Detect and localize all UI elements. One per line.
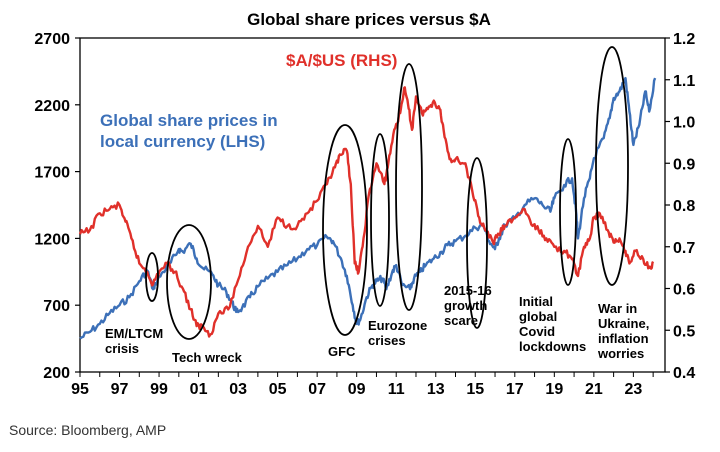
annotation-line: scare bbox=[444, 313, 478, 328]
annotation-line: GFC bbox=[328, 344, 356, 359]
x-tick-label: 09 bbox=[348, 381, 366, 398]
right-tick-label: 0.4 bbox=[673, 365, 695, 382]
chart-title: Global share prices versus $A bbox=[247, 10, 491, 29]
event-ellipse bbox=[370, 133, 390, 307]
legend-line: local currency (LHS) bbox=[100, 132, 265, 151]
right-tick-label: 0.8 bbox=[673, 198, 695, 215]
annotation-line: Tech wreck bbox=[172, 350, 243, 365]
right-tick-label: 0.6 bbox=[673, 282, 695, 299]
annotation-3: Eurozone crises bbox=[368, 318, 427, 348]
right-tick-label: 0.9 bbox=[673, 156, 695, 173]
left-tick-label: 1200 bbox=[34, 231, 70, 248]
left-tick-label: 700 bbox=[43, 298, 70, 315]
x-tick-label: 23 bbox=[624, 381, 642, 398]
legend-aud-usd: $A/$US (RHS) bbox=[286, 51, 397, 70]
legend-global-shares: Global share prices in local currency (LH… bbox=[100, 111, 278, 151]
x-tick-label: 15 bbox=[466, 381, 484, 398]
annotation-line: crisis bbox=[105, 341, 139, 356]
event-ellipse bbox=[395, 63, 423, 311]
source-note: Source: Bloomberg, AMP bbox=[9, 422, 167, 438]
left-tick-label: 200 bbox=[43, 365, 70, 382]
series-line-global-shares bbox=[79, 76, 657, 340]
x-tick-label: 13 bbox=[427, 381, 445, 398]
annotation-line: Ukraine, bbox=[598, 316, 649, 331]
left-tick-label: 2700 bbox=[34, 31, 70, 48]
right-tick-label: 1.2 bbox=[673, 31, 695, 48]
x-tick-label: 21 bbox=[585, 381, 603, 398]
x-tick-label: 99 bbox=[150, 381, 168, 398]
x-tick-label: 17 bbox=[506, 381, 524, 398]
annotation-line: Covid bbox=[519, 324, 555, 339]
annotation-0: EM/LTCM crisis bbox=[105, 326, 163, 356]
right-tick-label: 1.0 bbox=[673, 115, 695, 132]
annotation-line: worries bbox=[597, 346, 644, 361]
annotation-line: growth bbox=[444, 298, 487, 313]
annotation-line: global bbox=[519, 309, 557, 324]
event-ellipse bbox=[595, 46, 629, 286]
annotation-4: 2015-16 growth scare bbox=[444, 283, 492, 328]
right-tick-label: 0.5 bbox=[673, 323, 695, 340]
event-ellipse bbox=[166, 224, 212, 340]
legend-line: Global share prices in bbox=[100, 111, 278, 130]
x-tick-label: 97 bbox=[111, 381, 129, 398]
event-ellipse bbox=[559, 138, 577, 286]
x-axis-ticks: 95 97 99 01 03 05 07 09 11 13 15 17 19 21 23 bbox=[71, 372, 654, 398]
x-tick-label: 03 bbox=[229, 381, 247, 398]
annotation-line: Eurozone bbox=[368, 318, 427, 333]
annotation-2: GFC bbox=[328, 344, 356, 359]
x-tick-label: 19 bbox=[545, 381, 563, 398]
annotation-5: Initial global Covid lockdowns bbox=[519, 294, 586, 354]
left-tick-label: 2200 bbox=[34, 98, 70, 115]
annotation-6: War in Ukraine, inflation worries bbox=[597, 301, 649, 361]
right-axis-ticks: 0.4 0.5 0.6 0.7 0.8 0.9 1.0 1.1 1.2 bbox=[665, 31, 695, 382]
event-ellipses bbox=[145, 46, 629, 340]
annotation-line: crises bbox=[368, 333, 406, 348]
x-tick-label: 05 bbox=[269, 381, 287, 398]
x-tick-label: 11 bbox=[388, 381, 405, 398]
annotation-line: inflation bbox=[598, 331, 649, 346]
left-tick-label: 1700 bbox=[34, 165, 70, 182]
event-ellipse bbox=[145, 252, 159, 302]
annotation-line: War in bbox=[598, 301, 637, 316]
event-ellipse bbox=[466, 157, 488, 329]
annotation-1: Tech wreck bbox=[172, 350, 243, 365]
right-tick-label: 0.7 bbox=[673, 240, 695, 257]
annotation-line: 2015-16 bbox=[444, 283, 492, 298]
x-tick-label: 95 bbox=[71, 381, 89, 398]
annotation-line: lockdowns bbox=[519, 339, 586, 354]
x-tick-label: 07 bbox=[308, 381, 326, 398]
event-annotations: EM/LTCM crisis Tech wreck GFC Eurozone crises… bbox=[105, 283, 649, 365]
chart-area: Global share prices versus $A 200 700 1200… bbox=[34, 10, 695, 398]
event-ellipse bbox=[322, 124, 368, 336]
x-tick-label: 01 bbox=[190, 381, 208, 398]
legend: $A/$US (RHS) Global share prices in local … bbox=[100, 51, 397, 151]
annotation-line: EM/LTCM bbox=[105, 326, 163, 341]
left-axis-ticks: 200 700 1200 1700 2200 2700 bbox=[34, 31, 80, 382]
annotation-line: Initial bbox=[519, 294, 553, 309]
right-tick-label: 1.1 bbox=[673, 73, 695, 90]
